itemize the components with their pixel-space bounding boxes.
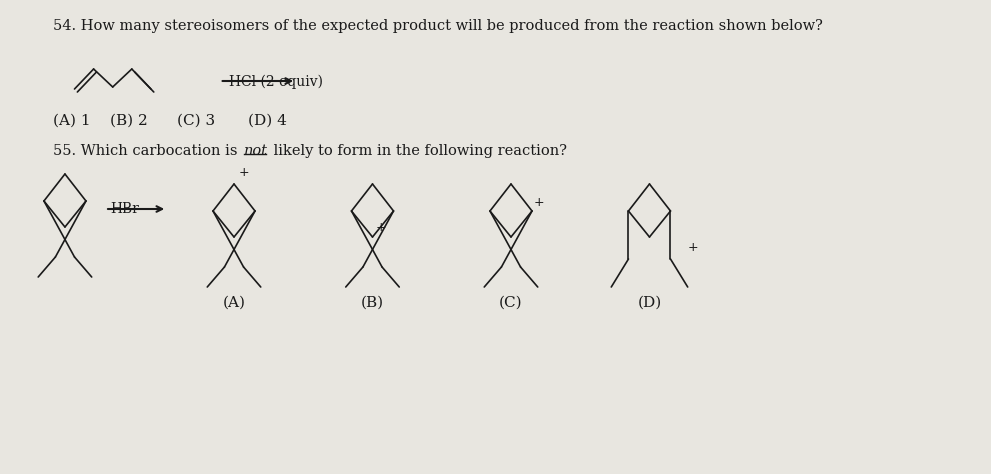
Text: not: not bbox=[244, 144, 268, 158]
Text: 55. Which carbocation is: 55. Which carbocation is bbox=[53, 144, 242, 158]
Text: likely to form in the following reaction?: likely to form in the following reaction… bbox=[270, 144, 567, 158]
Text: +: + bbox=[688, 241, 699, 254]
Text: HCl (2 equiv): HCl (2 equiv) bbox=[229, 74, 323, 89]
Text: +: + bbox=[534, 196, 544, 209]
Text: (B) 2: (B) 2 bbox=[110, 114, 148, 128]
Text: (B): (B) bbox=[361, 296, 385, 310]
Text: (A): (A) bbox=[223, 296, 246, 310]
Text: (A) 1: (A) 1 bbox=[53, 114, 90, 128]
Text: (C) 3: (C) 3 bbox=[176, 114, 215, 128]
Text: +: + bbox=[239, 166, 250, 179]
Text: HBr: HBr bbox=[110, 202, 139, 216]
Text: (D): (D) bbox=[637, 296, 662, 310]
Text: (D) 4: (D) 4 bbox=[249, 114, 287, 128]
Text: +: + bbox=[376, 221, 385, 234]
Text: 54. How many stereoisomers of the expected product will be produced from the rea: 54. How many stereoisomers of the expect… bbox=[53, 19, 823, 33]
Text: (C): (C) bbox=[499, 296, 523, 310]
